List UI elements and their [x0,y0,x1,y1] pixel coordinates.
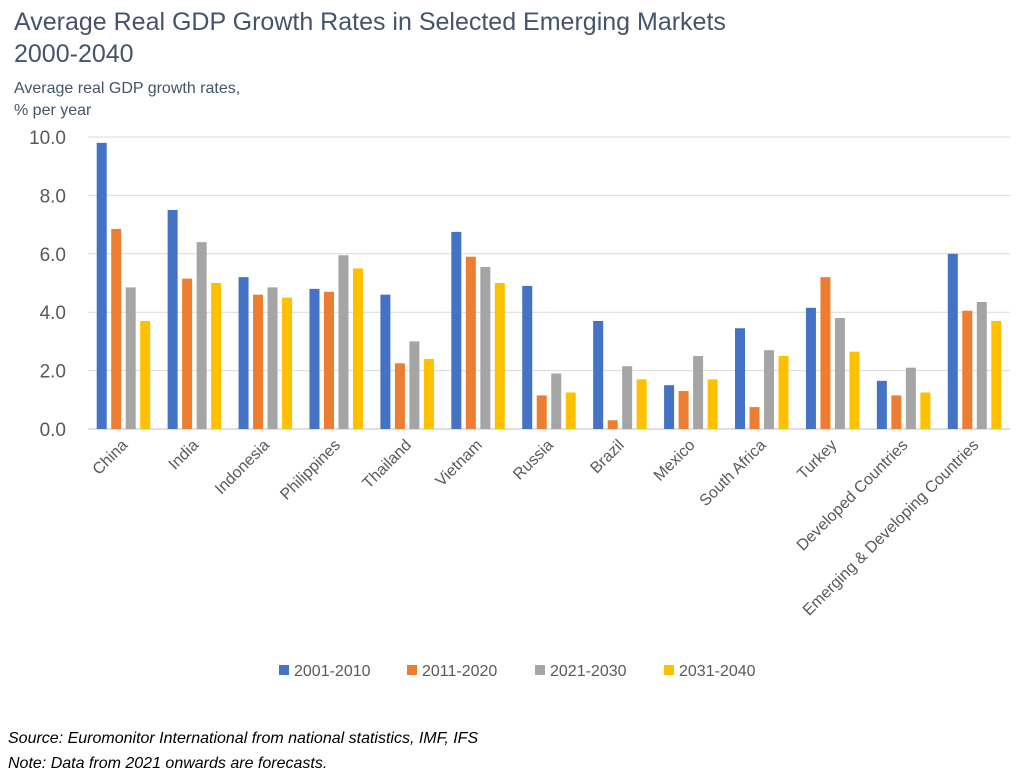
bar-2031-2040 [849,351,860,429]
bar-2001-2010 [380,294,391,429]
bar-2031-2040 [352,268,363,429]
bar-2011-2020 [749,407,760,429]
bar-2001-2010 [805,307,816,429]
bar-2031-2040 [494,283,505,429]
bar-2021-2030 [834,318,845,429]
y-tick-label: 0.0 [40,420,66,441]
bar-2001-2010 [876,380,887,429]
legend-swatch [407,665,417,675]
legend-swatch [279,665,289,675]
forecast-note: Note: Data from 2021 onwards are forecas… [8,755,328,772]
bar-2011-2020 [891,395,902,429]
bar-2021-2030 [622,366,633,429]
legend-swatch [535,665,545,675]
legend-label: 2021-2030 [550,663,627,680]
y-tick-label: 8.0 [40,186,66,207]
bar-2001-2010 [664,385,675,429]
source-note: Source: Euromonitor International from n… [8,730,479,747]
x-tick-label: Mexico [651,437,699,485]
bar-2031-2040 [991,320,1002,429]
bar-2031-2040 [140,320,151,429]
y-axis-label: Average real GDP growth rates, % per yea… [14,78,334,122]
y-tick-label: 2.0 [40,362,66,383]
bar-2031-2040 [282,297,293,429]
bar-2021-2030 [196,242,207,429]
bar-2001-2010 [167,210,178,429]
x-tick-label: Thailand [360,437,415,492]
bar-2001-2010 [451,231,462,429]
bar-2001-2010 [522,285,533,429]
bar-2011-2020 [111,228,122,429]
x-tick-label: Brazil [587,437,627,477]
bar-2001-2010 [96,142,107,429]
y-tick-label: 4.0 [40,303,66,324]
chart-title-line-1: Average Real GDP Growth Rates in Selecte… [14,8,726,36]
bar-2021-2030 [338,255,349,429]
x-tick-label: South Africa [697,437,770,510]
y-axis-label-line-1: Average real GDP growth rates, [14,80,241,97]
x-tick-label: Indonesia [212,437,273,498]
bar-2011-2020 [536,395,547,429]
bar-chart: 0.0 2.0 4.0 6.0 8.0 10.0 China India Indonesia Ph… [29,128,1010,680]
legend-swatch [664,665,674,675]
bar-2011-2020 [678,391,689,429]
y-tick-label: 6.0 [40,245,66,266]
bar-2001-2010 [593,320,604,429]
chart-title: Average Real GDP Growth Rates in Selecte… [14,6,814,70]
bar-2011-2020 [182,278,193,429]
x-tick-label: Philippines [277,437,344,504]
bar-2001-2010 [309,288,320,429]
bar-2011-2020 [465,256,476,429]
bar-2021-2030 [905,367,916,429]
y-axis-label-line-2: % per year [14,102,92,119]
bar-2011-2020 [820,277,831,429]
bar-2021-2030 [267,287,278,429]
bar-2021-2030 [125,287,136,429]
chart-title-line-2: 2000-2040 [14,40,134,68]
x-tick-label: India [166,437,203,474]
legend-label: 2001-2010 [294,663,371,680]
bar-2011-2020 [962,310,973,429]
legend-label: 2031-2040 [679,663,756,680]
bar-2021-2030 [764,350,775,429]
x-tick-label: China [90,437,132,479]
bar-2011-2020 [394,363,405,429]
bar-2031-2040 [778,356,789,429]
bar-2031-2040 [636,379,647,429]
y-tick-label: 10.0 [29,128,66,149]
legend-label: 2011-2020 [422,663,497,680]
bar-2001-2010 [947,253,958,429]
bar-2021-2030 [480,266,491,429]
bar-2021-2030 [976,301,987,429]
chart-footnotes: Source: Euromonitor International from n… [8,726,478,776]
x-tick-label: Turkey [794,437,840,483]
bar-2001-2010 [238,277,249,429]
x-tick-label: Russia [510,437,557,484]
bar-2031-2040 [920,392,931,429]
bar-2021-2030 [551,373,562,429]
bar-2011-2020 [607,420,618,429]
bar-2001-2010 [735,328,746,429]
bar-2011-2020 [253,294,264,429]
bar-2021-2030 [693,356,704,429]
bar-2021-2030 [409,341,420,429]
bar-2011-2020 [323,291,334,429]
bar-2031-2040 [211,283,222,429]
bar-2031-2040 [423,358,434,429]
x-tick-label: Vietnam [433,437,486,490]
bar-2031-2040 [565,392,576,429]
bar-2031-2040 [707,379,718,429]
